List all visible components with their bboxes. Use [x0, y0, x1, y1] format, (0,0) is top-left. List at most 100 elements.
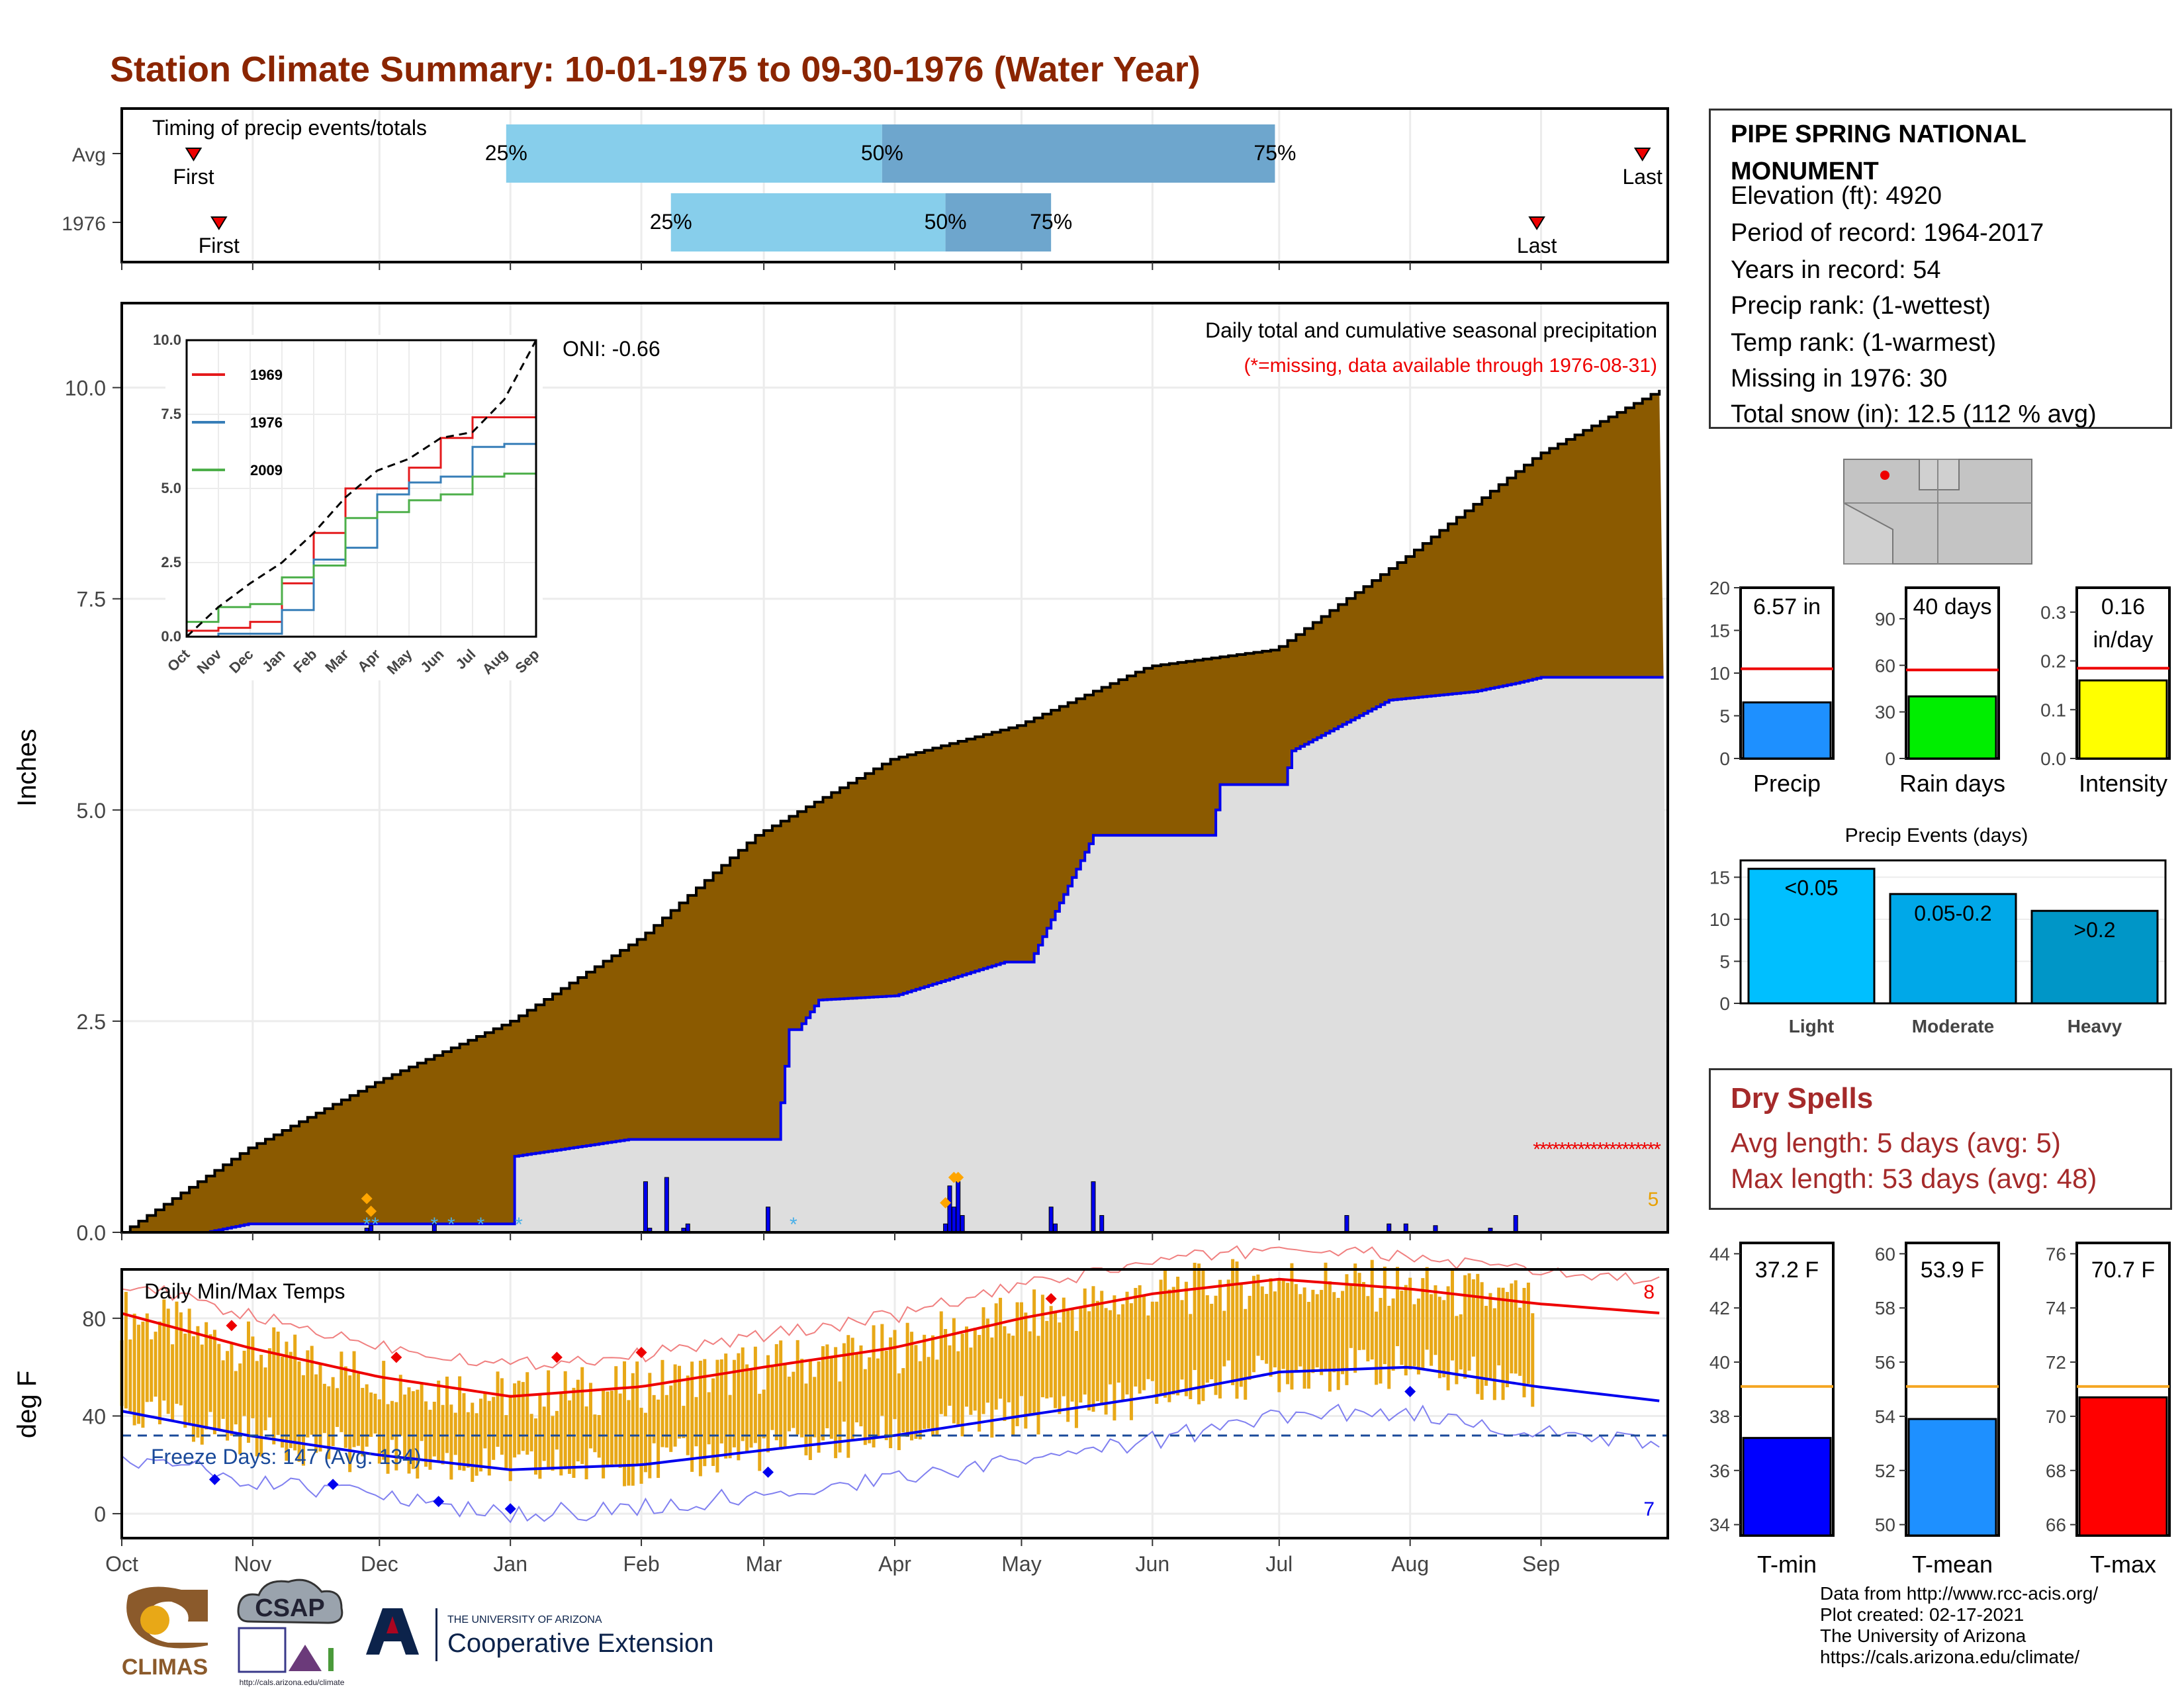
temp-daily-bar	[1286, 1283, 1290, 1385]
temp-daily-bar	[817, 1361, 821, 1453]
temp-daily-bar	[230, 1343, 234, 1436]
csap-cactus-icon	[328, 1648, 334, 1671]
temp-daily-bar	[948, 1345, 952, 1406]
temp-record-high-marker	[1045, 1293, 1057, 1304]
events-bar-label: 0.05-0.2	[1914, 901, 1991, 925]
timing-q50-label: 50%	[925, 210, 967, 234]
temp-daily-bar	[1518, 1307, 1522, 1376]
temp-daily-bar	[162, 1299, 166, 1401]
timing-first-label: First	[199, 234, 240, 257]
csap-url: http://cals.arizona.edu/climate	[240, 1678, 345, 1687]
temp-summary-x-label: T-mean	[1912, 1551, 1993, 1578]
precip-missing-marker: *	[1615, 1138, 1623, 1160]
temp-daily-bar	[838, 1381, 842, 1453]
temp-daily-bar	[1062, 1297, 1066, 1396]
summary-value-label: 6.57 in	[1753, 594, 1821, 619]
temp-daily-bar	[927, 1357, 931, 1429]
temp-summary-y-tick: 74	[2046, 1298, 2066, 1318]
temp-daily-bar	[297, 1361, 301, 1462]
temp-summary-x-label: T-min	[1757, 1551, 1817, 1578]
temp-daily-bar	[336, 1388, 340, 1428]
precip-y-axis-label: Inches	[13, 729, 42, 807]
temp-daily-bar	[593, 1414, 597, 1453]
timing-q75-label: 75%	[1030, 210, 1072, 234]
precip-missing-marker: *	[1590, 1138, 1598, 1160]
temp-daily-bar	[1306, 1302, 1310, 1389]
page-title: Station Climate Summary: 10-01-1975 to 0…	[110, 50, 1201, 89]
precip-snow-marker	[940, 1197, 952, 1209]
summary-y-tick: 0.2	[2040, 651, 2066, 672]
temp-daily-bar	[749, 1370, 753, 1448]
temp-daily-bar	[128, 1339, 132, 1414]
summary-bar-precip	[1742, 701, 1832, 760]
temp-daily-bar	[1011, 1336, 1015, 1436]
temp-daily-bar	[1290, 1263, 1294, 1390]
temp-daily-bar	[868, 1357, 872, 1443]
precip-trace-star: *	[790, 1214, 797, 1236]
inset-bg	[165, 335, 543, 680]
temp-daily-bar	[1412, 1304, 1416, 1367]
precip-observed-area	[122, 677, 1668, 1232]
temp-daily-bar	[973, 1328, 977, 1411]
temp-daily-bar	[939, 1311, 943, 1414]
temp-daily-bar	[226, 1351, 230, 1441]
summary-y-tick: 0.3	[2040, 602, 2066, 623]
temp-daily-bar	[196, 1326, 200, 1438]
temp-daily-bar	[1015, 1302, 1019, 1426]
dry-spells-box: Dry Spells Avg length: 5 days (avg: 5) M…	[1709, 1068, 2172, 1210]
station-missing: Missing in 1976: 30	[1731, 365, 1948, 392]
temp-daily-bar	[1256, 1274, 1260, 1356]
temp-summary-y-tick: 68	[2046, 1461, 2066, 1481]
precip-daily-bar	[1091, 1181, 1096, 1233]
temp-daily-bar	[398, 1375, 402, 1436]
dry-spells-avg: Avg length: 5 days (avg: 5)	[1731, 1127, 2061, 1158]
inset-series-line	[185, 340, 537, 638]
temp-daily-bar	[825, 1344, 829, 1429]
temp-daily-bar	[407, 1387, 411, 1474]
csap-cloud	[237, 1578, 343, 1624]
temp-daily-bar	[1019, 1302, 1023, 1396]
temp-daily-bar	[1370, 1259, 1374, 1360]
temp-daily-bar	[1024, 1312, 1028, 1429]
summary-x-label: Intensity	[2079, 770, 2167, 797]
temp-daily-bar	[677, 1365, 681, 1439]
temp-daily-bar	[808, 1359, 812, 1461]
temp-summary-y-tick: 66	[2046, 1515, 2066, 1535]
precip-trace-star: *	[430, 1214, 438, 1236]
precip-missing-marker: *	[1609, 1138, 1617, 1160]
temp-daily-bar	[1239, 1284, 1243, 1387]
temp-daily-bar	[1197, 1263, 1201, 1404]
summary-y-tick: 60	[1875, 655, 1895, 676]
temp-daily-bar	[889, 1337, 893, 1449]
temp-daily-bar	[1315, 1294, 1319, 1368]
temp-daily-bar	[1379, 1298, 1383, 1384]
temp-y-tick: 40	[82, 1404, 106, 1428]
summary-value-label: 40 days	[1913, 594, 1991, 619]
temp-daily-bar	[923, 1334, 927, 1430]
temp-daily-bar	[829, 1357, 833, 1439]
temp-daily-bar	[813, 1377, 817, 1438]
summary-x-label: Precip	[1753, 770, 1821, 797]
climas-emblem	[126, 1586, 208, 1649]
precip-trace-star: *	[363, 1214, 371, 1236]
temp-daily-bar	[931, 1335, 934, 1437]
temp-daily-bar	[588, 1383, 592, 1449]
station-precip-rank: Precip rank: (1-wettest)	[1731, 292, 1991, 320]
temp-daily-bar	[627, 1400, 631, 1486]
temp-daily-bar	[453, 1412, 457, 1455]
credit-source: Data from http://www.rcc-acis.org/	[1820, 1583, 2099, 1604]
temp-daily-bar	[1416, 1299, 1420, 1375]
inset-y-tick: 5.0	[161, 480, 181, 496]
temp-daily-bar	[1184, 1281, 1188, 1396]
temp-daily-bar	[1074, 1330, 1078, 1428]
timing-q25-label: 25%	[485, 141, 527, 165]
temp-daily-bar	[1433, 1285, 1437, 1355]
temp-daily-bar	[1408, 1277, 1412, 1370]
temp-daily-bar	[960, 1334, 964, 1437]
temp-daily-bar	[1121, 1304, 1125, 1400]
events-x-label: Moderate	[1912, 1016, 1994, 1036]
temp-daily-bar	[1514, 1280, 1518, 1374]
temp-daily-bar	[1210, 1303, 1214, 1380]
temp-daily-bar	[568, 1400, 572, 1474]
temp-daily-bar	[183, 1333, 187, 1428]
